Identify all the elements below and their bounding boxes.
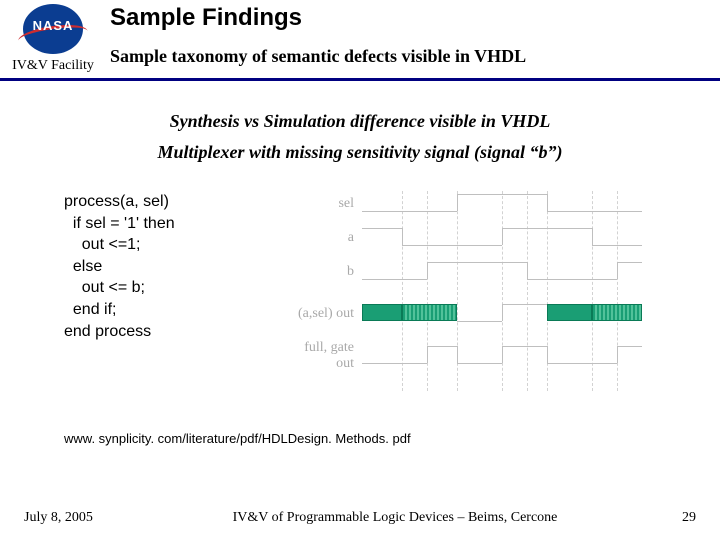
slide-title: Sample Findings (110, 4, 526, 32)
content-row: process(a, sel) if sel = '1' then out <=… (0, 191, 720, 391)
signal-wave (362, 343, 700, 369)
signal-wave (362, 191, 700, 217)
signal-wave (362, 225, 700, 251)
footer-date: July 8, 2005 (0, 510, 130, 526)
timing-diagram: sel a b (a,sel) out full, gate out (284, 191, 700, 391)
nasa-logo-text: NASA (33, 18, 74, 33)
signal-label: b (284, 264, 362, 280)
body: Synthesis vs Simulation difference visib… (0, 81, 720, 446)
title-block: Sample Findings Sample taxonomy of seman… (98, 4, 526, 67)
signal-label: a (284, 230, 362, 246)
signal-label: sel (284, 196, 362, 212)
nasa-logo-icon: NASA (23, 4, 83, 54)
body-line-2: Multiplexer with missing sensitivity sig… (0, 142, 720, 163)
citation: www. synplicity. com/literature/pdf/HDLD… (0, 431, 720, 446)
signal-label: full, gate out (284, 340, 362, 372)
footer-page: 29 (660, 510, 720, 526)
footer-center: IV&V of Programmable Logic Devices – Bei… (130, 510, 660, 526)
signal-wave (362, 301, 700, 327)
logo-block: NASA IV&V Facility (8, 4, 98, 74)
slide-subtitle: Sample taxonomy of semantic defects visi… (110, 46, 526, 67)
body-line-1: Synthesis vs Simulation difference visib… (0, 111, 720, 132)
signal-row: a (284, 225, 700, 251)
facility-label: IV&V Facility (12, 58, 94, 74)
footer: July 8, 2005 IV&V of Programmable Logic … (0, 510, 720, 526)
header: NASA IV&V Facility Sample Findings Sampl… (0, 0, 720, 74)
signal-wave (362, 259, 700, 285)
signal-row: (a,sel) out (284, 301, 700, 327)
signal-row: full, gate out (284, 343, 700, 369)
code-block: process(a, sel) if sel = '1' then out <=… (64, 191, 284, 342)
signal-row: sel (284, 191, 700, 217)
signal-row: b (284, 259, 700, 285)
signal-label: (a,sel) out (284, 306, 362, 322)
